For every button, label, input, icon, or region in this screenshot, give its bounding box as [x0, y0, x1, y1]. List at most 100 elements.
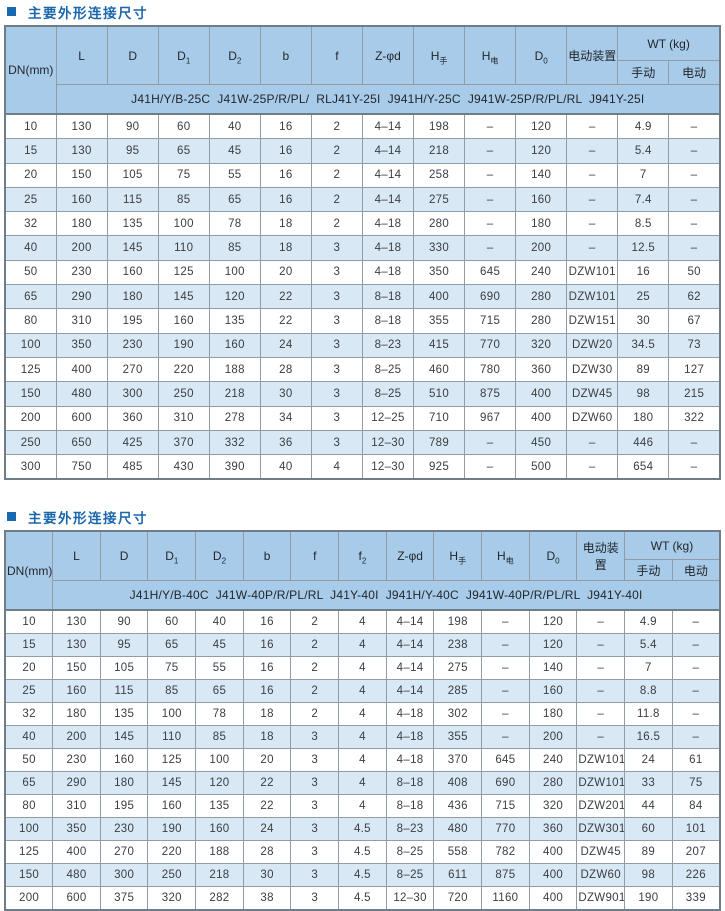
table-cell: 207 — [671, 840, 721, 865]
table-cell: 40 — [195, 609, 244, 635]
table-cell: 18 — [242, 702, 292, 727]
table-cell: 782 — [481, 840, 530, 865]
table-cell: DZW101 — [576, 771, 626, 796]
table-cell: 16 — [242, 679, 292, 704]
table-cell: 390 — [208, 454, 261, 480]
table-cell: 105 — [106, 162, 159, 188]
table-cell: 275 — [412, 186, 466, 213]
table-cell: 105 — [99, 656, 149, 681]
table-cell: 80 — [4, 794, 54, 819]
table-cell: – — [464, 235, 517, 261]
table-cell: 85 — [208, 235, 261, 261]
table-cell: 145 — [157, 284, 210, 310]
table-cell: 500 — [515, 454, 568, 480]
table-row: 20 150 105 75 55 16 2 4 4–14 275–140–7– — [4, 656, 721, 681]
table-row: 125 400 270 220 188 28 3 4.5 8–25 558 782 400 DZW45 8… — [4, 840, 721, 865]
table-cell: DZW45 — [566, 381, 619, 407]
table-cell: 85 — [195, 725, 244, 750]
table-cell: 280 — [515, 284, 568, 310]
table-cell: 200 — [515, 235, 568, 261]
table-cell: 160 — [55, 186, 108, 213]
table-row: 50 230 160 125 100 20 3 4–18 350 645 240 DZW101 16 50 — [4, 259, 721, 286]
table-cell: 150 — [52, 656, 101, 681]
table-cell: 190 — [157, 332, 210, 358]
table-cell: 150 — [4, 863, 54, 888]
table-cell: – — [481, 656, 530, 681]
table-cell: 4–14 — [361, 186, 415, 213]
table-row: 80 310 195 160 135 22 3 4 8–18 436 715 320 DZW201 44 8… — [4, 794, 721, 819]
table-cell: 4–18 — [361, 235, 415, 261]
table-cell: 8.5 — [617, 211, 670, 237]
table-cell: 3 — [290, 771, 340, 796]
table-cell: 485 — [106, 454, 159, 480]
table-cell: 400 — [515, 381, 568, 407]
table-cell: 780 — [464, 356, 517, 383]
table-cell: – — [671, 633, 721, 658]
section-title-text: 主要外形连接尺寸 — [28, 5, 148, 21]
table-cell: 80 — [4, 308, 57, 334]
table-cell: 100 — [4, 332, 57, 358]
table-cell: 28 — [259, 356, 312, 383]
table-cell: 226 — [671, 863, 721, 888]
table-cell: – — [464, 113, 517, 140]
table-cell: DZW151 — [566, 308, 619, 334]
table-cell: 436 — [433, 794, 483, 819]
table-cell: 4 — [310, 454, 363, 480]
table-cell: 25 — [4, 679, 54, 704]
table-cell: 218 — [208, 381, 261, 407]
table-cell: 25 — [617, 284, 670, 310]
table-cell: 89 — [617, 356, 670, 383]
table-cell: – — [576, 633, 626, 658]
table-cell: 3 — [290, 886, 340, 911]
table-cell: 11.8 — [624, 702, 673, 727]
column-header-2: D1 — [147, 530, 197, 582]
table-cell: – — [566, 113, 619, 140]
table-cell: 645 — [481, 748, 530, 773]
table-cell: 645 — [464, 259, 517, 286]
table-cell: 75 — [157, 162, 210, 188]
table-cell: – — [668, 211, 721, 237]
table-cell: – — [668, 113, 721, 140]
table-cell: 480 — [52, 863, 101, 888]
table-cell: 40 — [259, 454, 312, 480]
table-cell: 230 — [55, 259, 108, 286]
column-header-1: D — [99, 530, 149, 582]
table-cell: DZW301 — [576, 817, 626, 842]
table-cell: 400 — [528, 840, 578, 865]
table-cell: 690 — [464, 284, 517, 310]
table-cell: 230 — [106, 332, 159, 358]
table-cell: 4 — [338, 656, 387, 681]
table-cell: 100 — [195, 748, 244, 773]
table-cell: 925 — [412, 454, 466, 480]
table-cell: 4–14 — [385, 679, 435, 704]
table-row: 10 130 90 60 40 16 2 4–14 198–120–4.9– — [4, 113, 721, 140]
table-cell: 425 — [106, 429, 159, 456]
table-cell: 789 — [412, 429, 466, 456]
table-cell: 30 — [259, 381, 312, 407]
table-cell: 320 — [147, 886, 197, 911]
table-cell: DZW901 — [576, 886, 626, 911]
table-cell: 8–23 — [361, 332, 415, 358]
table-cell: 12–30 — [361, 429, 415, 456]
table-cell: 16 — [242, 633, 292, 658]
square-bullet-icon — [7, 512, 16, 522]
table-cell: 32 — [4, 702, 54, 727]
table-cell: 2 — [290, 656, 340, 681]
table-cell: 230 — [52, 748, 101, 773]
dimensions-table-pn25: DN(mm) L D D1 D2 b f Z-φd H手 H电 D0 电动装置 WT (kg) 手动 电动 J… — [4, 25, 721, 481]
table-cell: 200 — [528, 725, 578, 750]
table-cell: 2 — [290, 702, 340, 727]
table-cell: 160 — [208, 332, 261, 358]
dn-column-header: DN(mm) — [4, 530, 54, 611]
table-cell: 8–23 — [385, 817, 435, 842]
table-cell: 55 — [208, 162, 261, 188]
table-cell: 65 — [4, 284, 57, 310]
table-cell: 310 — [55, 308, 108, 334]
table-cell: 24 — [624, 748, 673, 773]
table-cell: 22 — [259, 284, 312, 310]
table-cell: 24 — [242, 817, 292, 842]
table-cell: 50 — [4, 748, 54, 773]
table-cell: 16 — [259, 162, 312, 188]
spec-section-pn40: 主要外形连接尺寸 DN(mm) L D D1 D2 b f f2 Z-φd H手 H电 D0 电动装置 W… — [4, 507, 721, 911]
table-cell: 60 — [147, 609, 197, 635]
